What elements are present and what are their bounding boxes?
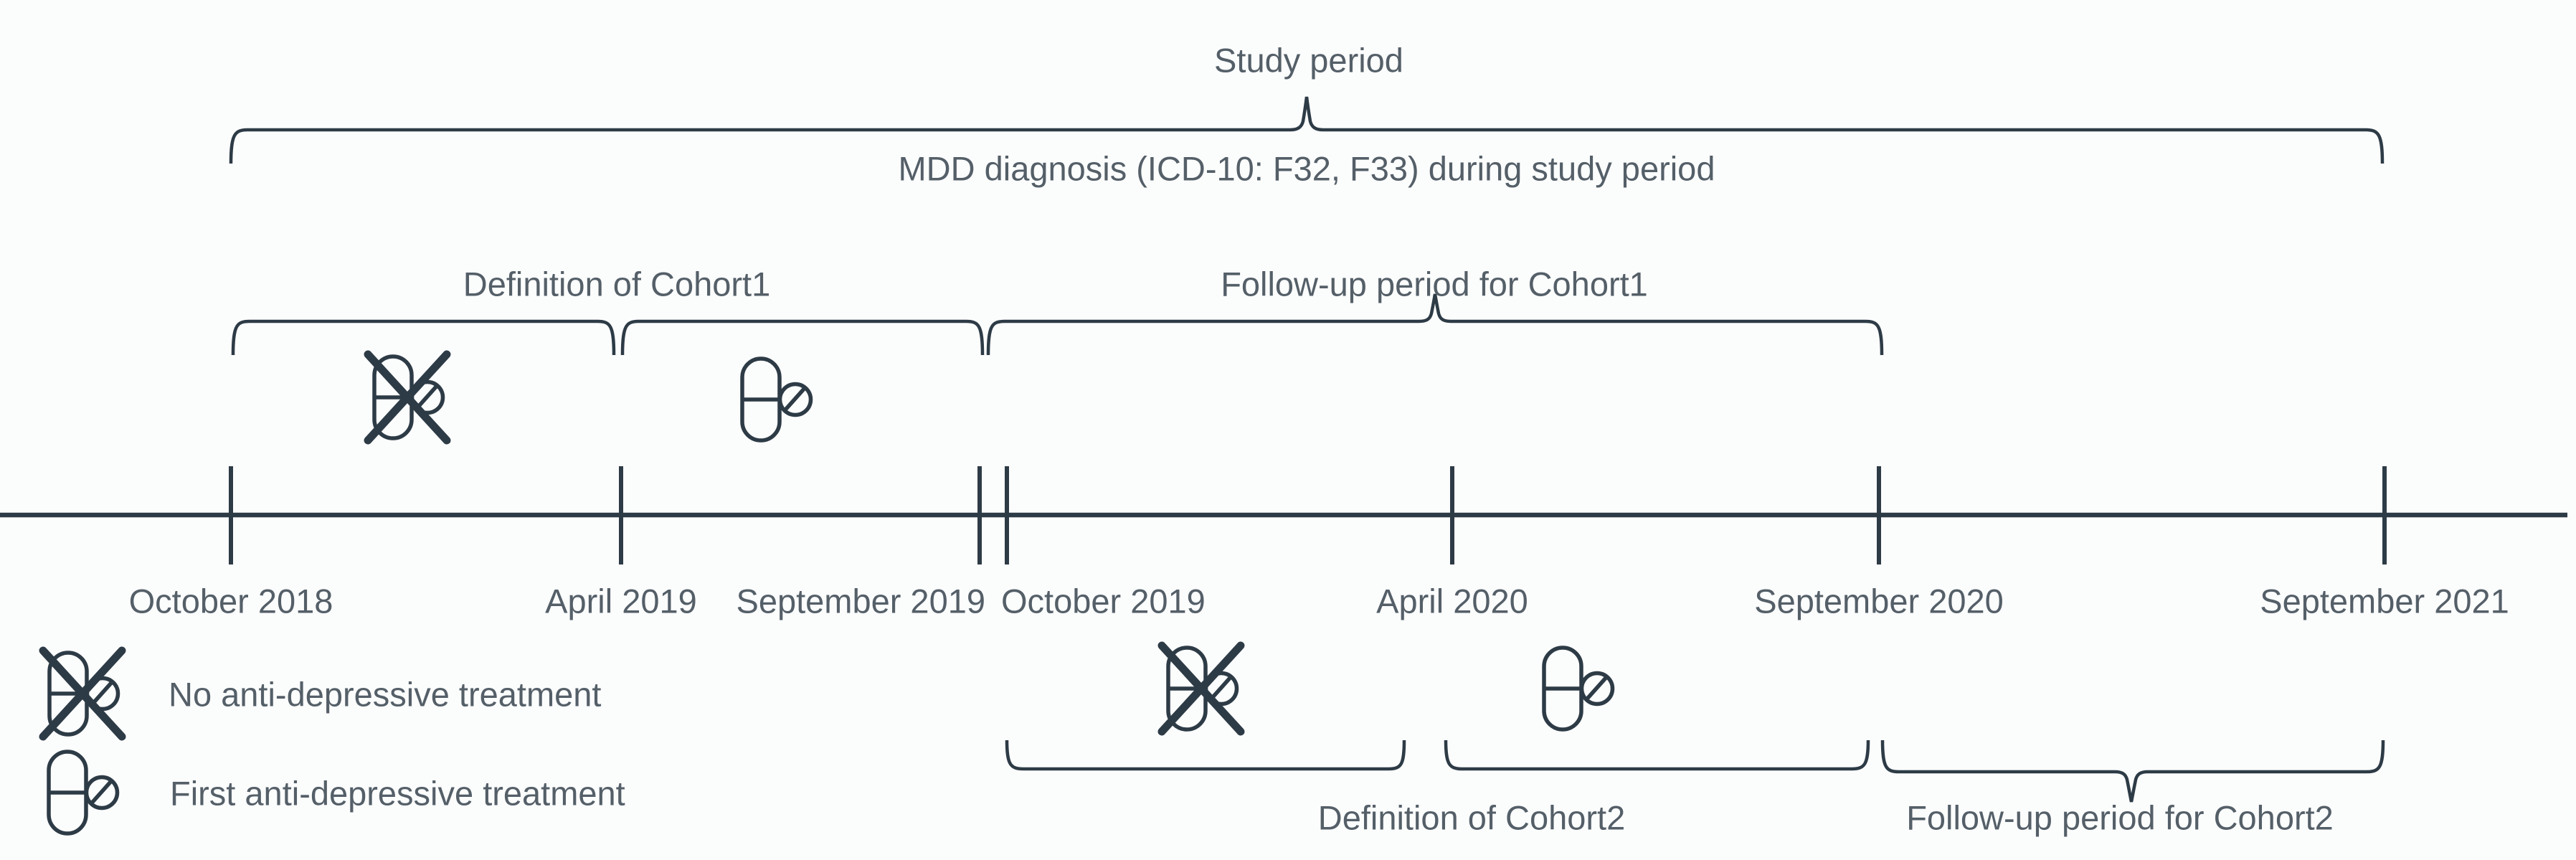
cohort2-treatment-bracket xyxy=(1444,739,1870,771)
mdd-diagnosis-label: MDD diagnosis (ICD-10: F32, F33) during … xyxy=(899,150,1715,188)
cohort2-no-treatment-bracket xyxy=(1005,739,1406,771)
study-period-label: Study period xyxy=(1214,42,1403,80)
tick-label-october-2019: October 2019 xyxy=(1001,582,1206,620)
cohort2-followup-label: Follow-up period for Cohort2 xyxy=(1906,799,2334,837)
pill-icon xyxy=(742,359,811,440)
crossed-pill-icon xyxy=(368,354,447,440)
cohort1-definition-label: Definition of Cohort1 xyxy=(463,265,770,303)
legend-first-treatment-label: First anti-depressive treatment xyxy=(170,775,625,813)
tick-label-october-2018: October 2018 xyxy=(129,582,333,620)
pill-icon xyxy=(1544,648,1613,729)
brace-layer xyxy=(229,96,2385,803)
label-layer: Study period MDD diagnosis (ICD-10: F32,… xyxy=(129,42,2509,837)
tick-label-september-2020: September 2020 xyxy=(1754,582,2004,620)
cohort1-no-treatment-bracket xyxy=(231,319,616,356)
tick-label-september-2021: September 2021 xyxy=(2260,582,2509,620)
tick-label-april-2020: April 2020 xyxy=(1376,582,1528,620)
cohort1-followup-label: Follow-up period for Cohort1 xyxy=(1221,265,1648,303)
pill-icon xyxy=(49,752,118,833)
legend-no-treatment-label: No anti-depressive treatment xyxy=(169,676,601,714)
cohort2-definition-label: Definition of Cohort2 xyxy=(1318,799,1625,837)
crossed-pill-icon xyxy=(1162,646,1241,732)
timeline-axis-layer xyxy=(0,466,2567,564)
cohort2-followup-brace xyxy=(1880,739,2385,803)
cohort1-treatment-bracket xyxy=(620,319,985,356)
tick-label-september-2019: September 2019 xyxy=(736,582,985,620)
tick-label-april-2019: April 2019 xyxy=(545,582,697,620)
study-period-brace xyxy=(229,96,2385,164)
cohort1-followup-brace xyxy=(986,293,1884,356)
crossed-pill-icon xyxy=(43,651,122,737)
